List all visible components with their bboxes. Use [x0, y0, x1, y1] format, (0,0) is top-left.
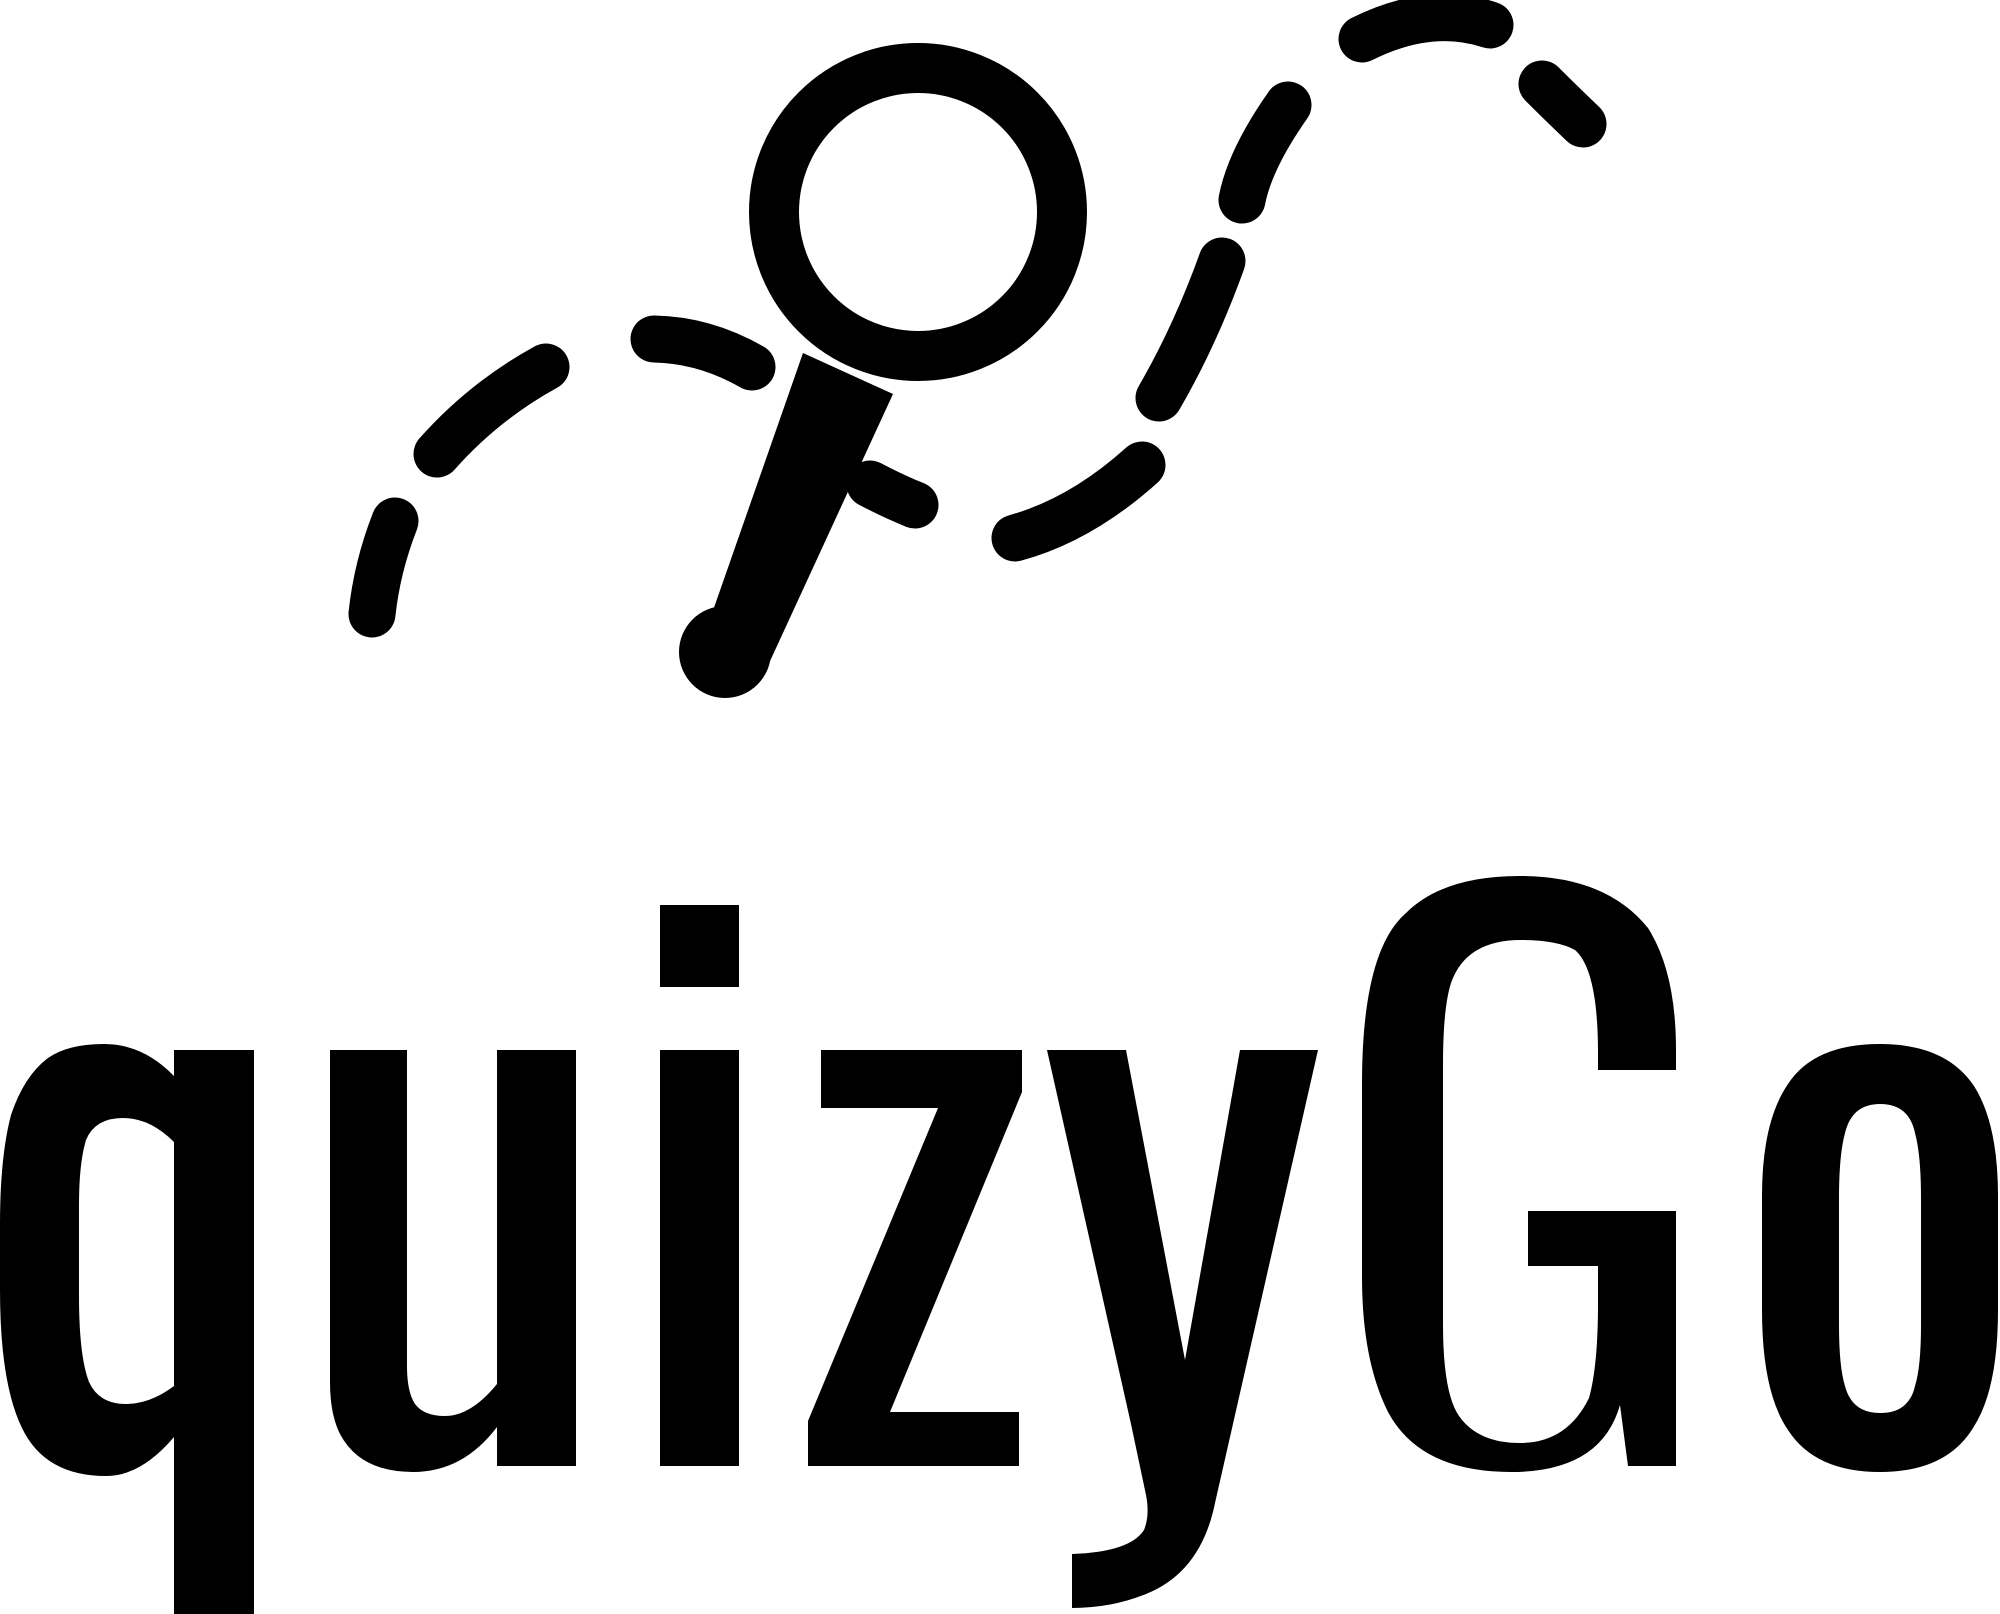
glyph-G	[1362, 876, 1676, 1472]
glyph-u	[330, 1050, 576, 1472]
glyph-i-dot	[660, 905, 739, 987]
glyph-i-stem	[660, 1050, 739, 1466]
wordmark-glyphs	[0, 876, 1998, 1614]
magnifier-lens-icon	[774, 68, 1062, 356]
glyph-o	[1762, 1044, 1998, 1472]
magnifier-handle-end-icon	[679, 606, 771, 698]
glyph-z	[808, 1050, 1022, 1466]
glyph-y	[1047, 1050, 1318, 1608]
glyph-q	[0, 1044, 254, 1614]
